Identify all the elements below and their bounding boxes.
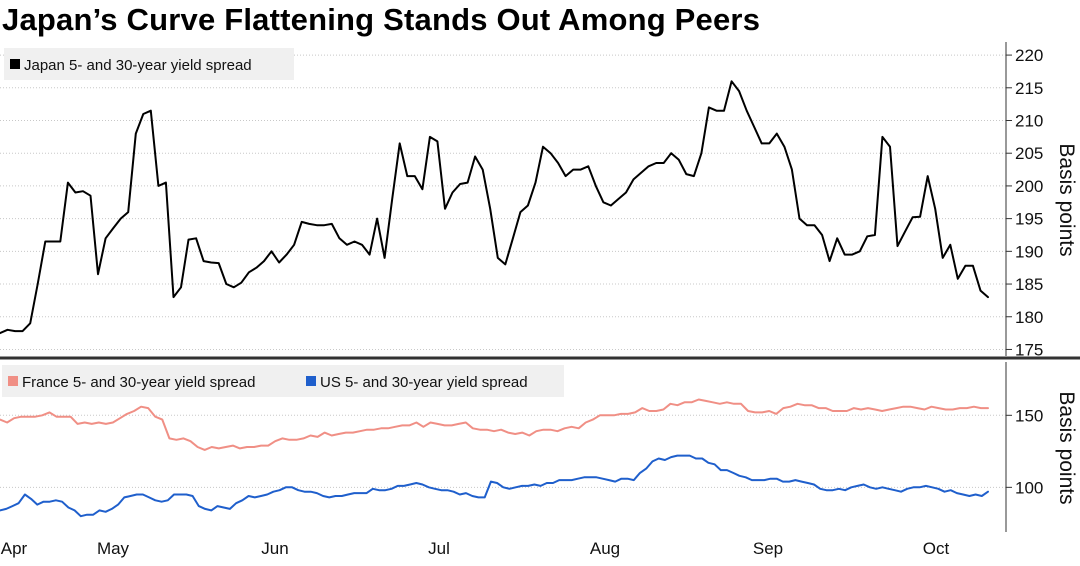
y-tick-label: 150 <box>1015 406 1043 425</box>
y-tick-label: 210 <box>1015 112 1043 131</box>
france-legend-label: France 5- and 30-year yield spread <box>22 374 255 391</box>
top-y-axis-label: Basis points <box>1055 143 1078 256</box>
x-tick-label-sep: Sep <box>753 539 783 558</box>
bottom-series-group <box>0 398 989 518</box>
top-gridlines <box>0 54 1006 350</box>
x-tick-label-jun: Jun <box>261 539 288 558</box>
x-tick-label-oct: Oct <box>923 539 950 558</box>
x-tick-label-may: May <box>97 539 130 558</box>
y-tick-label: 220 <box>1015 46 1043 65</box>
y-tick-label: 195 <box>1015 210 1043 229</box>
top-legend: Japan 5- and 30-year yield spread <box>4 48 294 80</box>
france-series-line <box>0 398 989 451</box>
y-tick-label: 180 <box>1015 308 1043 327</box>
top-y-ticks: 175 180 185 190 195 200 205 210 215 220 <box>1006 46 1043 359</box>
bottom-gridlines <box>0 414 1006 488</box>
y-tick-label: 175 <box>1015 340 1043 359</box>
top-series-group <box>0 80 989 335</box>
bottom-legend-background <box>2 365 564 397</box>
y-tick-label: 100 <box>1015 478 1043 497</box>
bottom-legend: France 5- and 30-year yield spread US 5-… <box>2 365 564 397</box>
x-tick-label-jul: Jul <box>428 539 450 558</box>
x-tick-label-aug: Aug <box>590 539 620 558</box>
y-tick-label: 205 <box>1015 144 1043 163</box>
y-tick-label: 200 <box>1015 177 1043 196</box>
y-tick-label: 185 <box>1015 275 1043 294</box>
us-legend-swatch <box>306 376 316 386</box>
bottom-y-ticks: 100 150 <box>1006 406 1043 497</box>
japan-legend-label: Japan 5- and 30-year yield spread <box>24 57 252 74</box>
us-legend-label: US 5- and 30-year yield spread <box>320 374 528 391</box>
x-year-label: 2025 <box>485 563 523 566</box>
chart-title: Japan’s Curve Flattening Stands Out Amon… <box>2 2 761 37</box>
us-series-line <box>0 454 989 518</box>
japan-legend-swatch <box>10 59 20 69</box>
x-tick-label-apr: Apr <box>1 539 28 558</box>
y-tick-label: 215 <box>1015 79 1043 98</box>
bottom-y-axis-label: Basis points <box>1055 391 1078 504</box>
france-legend-swatch <box>8 376 18 386</box>
top-legend-background <box>4 48 294 80</box>
japan-series-line <box>0 80 989 335</box>
y-tick-label: 190 <box>1015 242 1043 261</box>
